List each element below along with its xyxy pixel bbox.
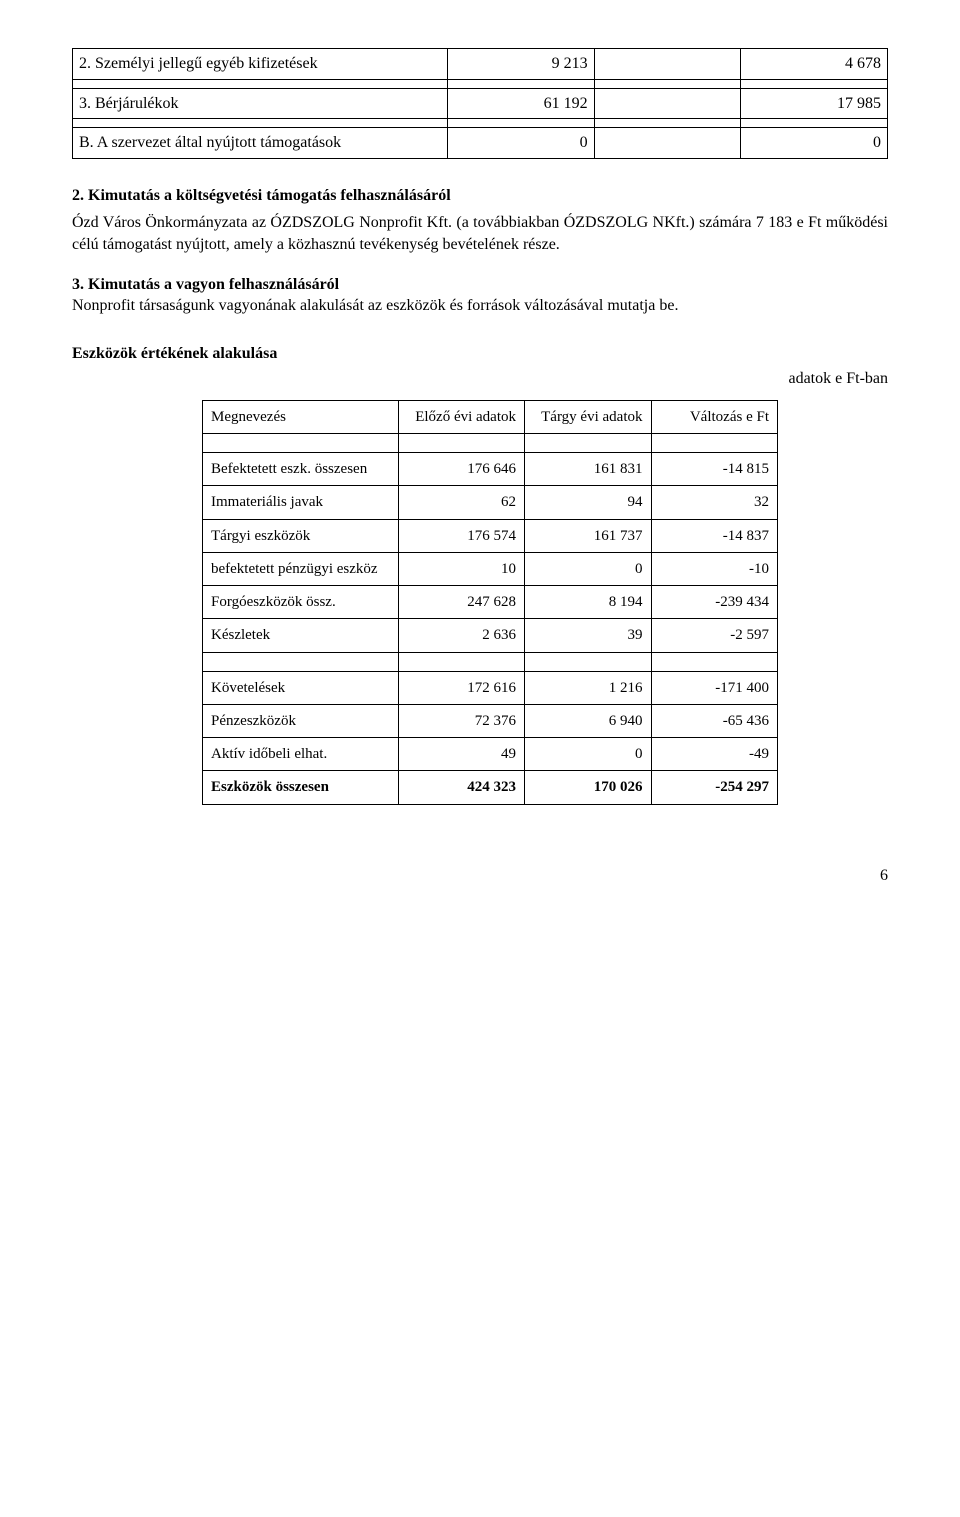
table-cell <box>594 79 741 88</box>
table-cell: 61 192 <box>447 88 594 119</box>
table-row: Pénzeszközök 72 376 6 940 -65 436 <box>203 704 778 737</box>
table-cell <box>741 119 888 128</box>
table-cell <box>447 79 594 88</box>
table-cell <box>594 119 741 128</box>
personnel-costs-table: 2. Személyi jellegű egyéb kifizetések 9 … <box>72 48 888 159</box>
table-row: befektetett pénzügyi eszköz 10 0 -10 <box>203 552 778 585</box>
table-cell <box>594 128 741 159</box>
assets-header-delta: Változás e Ft <box>651 400 778 433</box>
table-cell <box>447 119 594 128</box>
table-cell: 17 985 <box>741 88 888 119</box>
assets-table: Megnevezés Előző évi adatok Tárgy évi ad… <box>202 400 778 805</box>
table-cell <box>73 79 448 88</box>
table-cell: 0 <box>447 128 594 159</box>
table-cell: 4 678 <box>741 49 888 80</box>
table-cell: 3. Bérjárulékok <box>73 88 448 119</box>
section-2-heading: 2. Kimutatás a költségvetési támogatás f… <box>72 185 888 207</box>
table-cell: 2. Személyi jellegű egyéb kifizetések <box>73 49 448 80</box>
section-3-heading: 3. Kimutatás a vagyon felhasználásáról <box>72 276 339 293</box>
table-row: Forgóeszközök össz. 247 628 8 194 -239 4… <box>203 586 778 619</box>
table-cell: 0 <box>741 128 888 159</box>
assets-header-prev: Előző évi adatok <box>398 400 525 433</box>
table-row: Immateriális javak 62 94 32 <box>203 486 778 519</box>
table-cell: 9 213 <box>447 49 594 80</box>
section-2-body: Ózd Város Önkormányzata az ÓZDSZOLG Nonp… <box>72 212 888 255</box>
table-cell <box>73 119 448 128</box>
section-3-body: Nonprofit társaságunk vagyonának alakulá… <box>72 297 678 314</box>
table-row-total: Eszközök összesen 424 323 170 026 -254 2… <box>203 771 778 804</box>
table-row: Befektetett eszk. összesen 176 646 161 8… <box>203 453 778 486</box>
page-number: 6 <box>72 865 888 887</box>
table-row: Követelések 172 616 1 216 -171 400 <box>203 671 778 704</box>
table-cell <box>741 79 888 88</box>
assets-title: Eszközök értékének alakulása <box>72 343 888 365</box>
table-row: Tárgyi eszközök 176 574 161 737 -14 837 <box>203 519 778 552</box>
assets-unit-note: adatok e Ft-ban <box>72 368 888 390</box>
table-cell <box>594 88 741 119</box>
table-row: Készletek 2 636 39 -2 597 <box>203 619 778 652</box>
assets-header-name: Megnevezés <box>203 400 399 433</box>
assets-header-curr: Tárgy évi adatok <box>525 400 652 433</box>
section-3: 3. Kimutatás a vagyon felhasználásáról N… <box>72 274 888 317</box>
table-cell <box>594 49 741 80</box>
table-row: Aktív időbeli elhat. 49 0 -49 <box>203 738 778 771</box>
table-cell: B. A szervezet által nyújtott támogatáso… <box>73 128 448 159</box>
